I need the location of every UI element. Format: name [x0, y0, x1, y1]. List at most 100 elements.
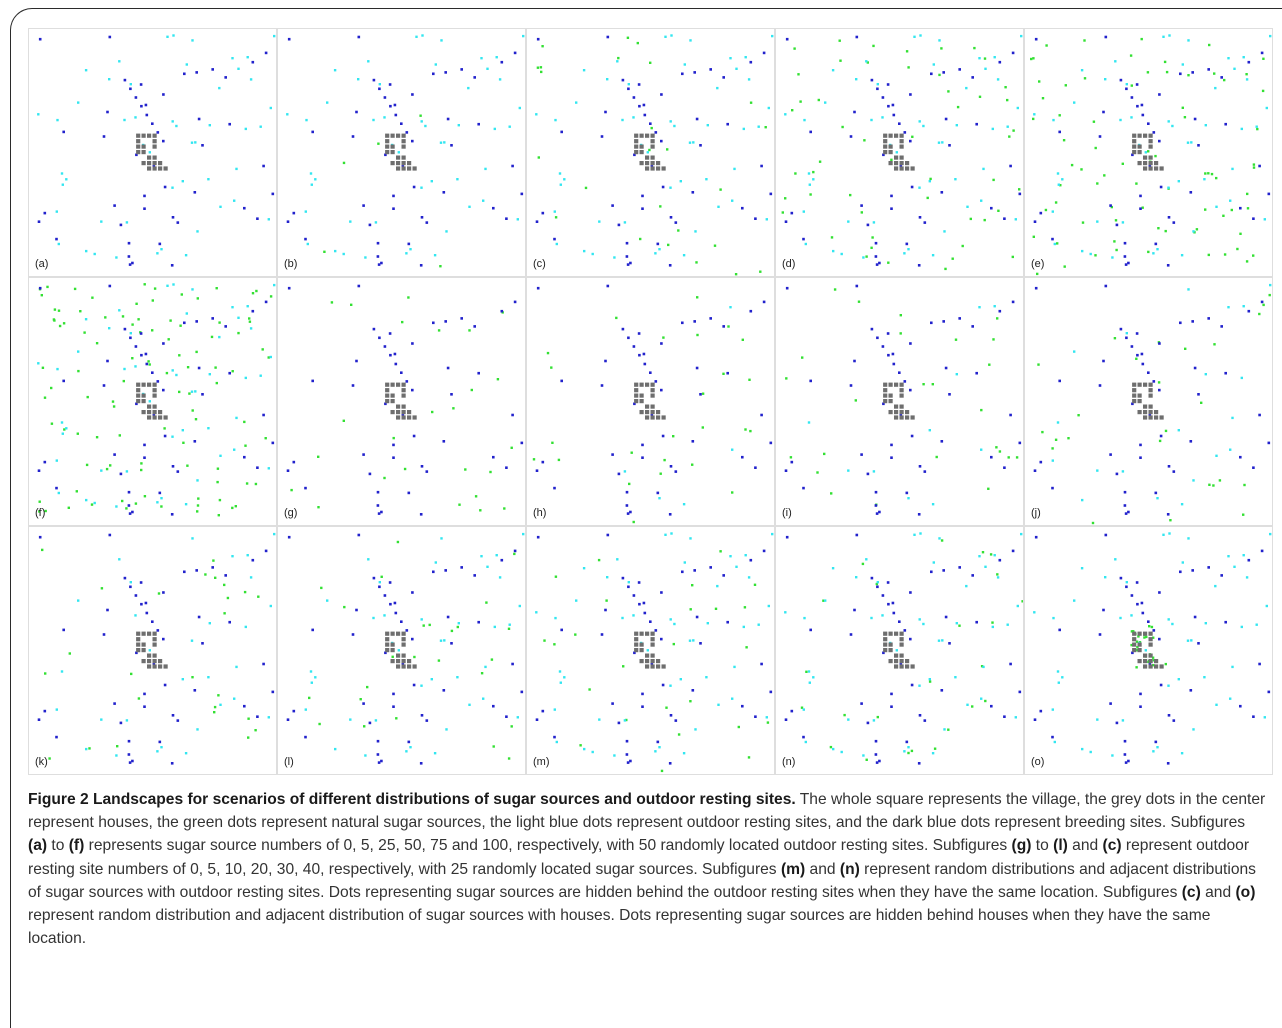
breeding-site-dot [627, 336, 630, 340]
breeding-site-dot [611, 204, 614, 207]
resting-site-dot [966, 205, 969, 208]
breeding-site-dot [1179, 72, 1182, 76]
sugar-source-dot [871, 236, 874, 239]
breeding-site-dot [292, 211, 296, 215]
sugar-source-dot [743, 606, 747, 609]
breeding-site-dot [1166, 264, 1170, 267]
house-dot [407, 410, 412, 415]
house-dot [888, 631, 893, 636]
breeding-site-dot [1258, 164, 1261, 168]
house-dot [888, 399, 893, 404]
breeding-site-dot [145, 611, 149, 615]
sugar-source-dot [551, 441, 554, 444]
sugar-source-dot [865, 758, 868, 761]
sugar-source-dot [290, 488, 293, 492]
sugar-source-dot [121, 315, 125, 318]
resting-site-dot [267, 716, 270, 719]
breeding-site-dot [656, 242, 660, 246]
breeding-site-dot [535, 220, 539, 223]
sugar-source-dot [910, 749, 914, 753]
panel-label: (e) [1031, 258, 1045, 270]
breeding-site-dot [553, 486, 556, 490]
resting-site-dot [100, 718, 103, 721]
house-dot [158, 410, 163, 415]
breeding-site-dot [790, 709, 794, 713]
sugar-source-dot [1164, 662, 1167, 666]
breeding-site-dot [785, 535, 789, 539]
house-dot [1154, 415, 1159, 420]
breeding-site-dot [876, 336, 879, 340]
resting-site-dot [591, 750, 594, 754]
resting-site-dot [895, 649, 898, 652]
breeding-site-dot [228, 122, 231, 126]
sugar-source-dot [1223, 253, 1227, 256]
breeding-site-dot [909, 637, 912, 641]
breeding-site-dot [1124, 263, 1128, 266]
breeding-site-dot [741, 206, 744, 210]
resting-site-dot [457, 622, 460, 625]
sugar-source-dot [805, 670, 808, 673]
resting-site-dot [840, 750, 843, 754]
house-dot [1143, 161, 1148, 166]
breeding-site-dot [393, 103, 397, 107]
house-dot [656, 664, 661, 669]
resting-site-dot [903, 252, 906, 255]
resting-site-dot [918, 618, 921, 621]
breeding-site-dot [918, 465, 922, 468]
resting-site-dot [664, 533, 667, 536]
house-dot [1137, 648, 1142, 653]
sugar-source-dot [437, 329, 441, 332]
breeding-site-dot [1152, 380, 1156, 383]
sugar-source-dot [73, 287, 77, 291]
resting-site-dot [606, 78, 609, 81]
resting-site-dot [191, 39, 194, 42]
breeding-site-dot [990, 704, 993, 708]
sugar-source-dot [157, 592, 161, 595]
house-dot [883, 388, 888, 393]
resting-site-dot [1186, 639, 1190, 642]
house-dot [888, 648, 893, 653]
resting-site-dot [84, 69, 88, 72]
resting-site-dot [688, 639, 692, 642]
breeding-site-dot [38, 286, 42, 290]
resting-site-dot [420, 618, 423, 621]
breeding-site-dot [898, 371, 901, 374]
breeding-site-dot [917, 513, 921, 516]
resting-site-dot [931, 752, 935, 755]
breeding-site-dot [460, 317, 463, 320]
resting-site-dot [575, 599, 578, 602]
resting-site-dot [60, 421, 64, 424]
landscape-panel: (c) [526, 28, 775, 277]
resting-site-dot [765, 218, 768, 221]
breeding-site-dot [890, 705, 893, 708]
breeding-site-dot [881, 96, 885, 99]
house-dot [645, 410, 650, 415]
breeding-site-dot [875, 512, 879, 515]
resting-site-dot [943, 728, 946, 731]
caption-ref: (f) [68, 837, 85, 855]
caption-text: to [47, 837, 69, 855]
resting-site-dot [326, 101, 329, 104]
breeding-site-dot [998, 60, 1002, 64]
resting-site-dot [244, 127, 247, 131]
resting-site-dot [881, 116, 884, 119]
breeding-site-dot [1098, 384, 1102, 387]
resting-site-dot [85, 498, 88, 502]
sugar-source-dot [254, 729, 257, 732]
breeding-site-dot [171, 216, 175, 219]
breeding-site-dot [113, 204, 116, 207]
resting-site-dot [129, 332, 132, 335]
landscape-panel: (l) [277, 526, 526, 775]
resting-site-dot [802, 210, 805, 213]
breeding-site-dot [473, 325, 476, 328]
breeding-site-dot [632, 345, 636, 348]
sugar-source-dot [907, 751, 910, 755]
breeding-site-dot [144, 601, 148, 605]
sugar-source-dot [485, 601, 488, 604]
resting-site-dot [434, 561, 437, 564]
sugar-source-dot [876, 715, 879, 719]
breeding-site-dot [38, 535, 42, 539]
resting-site-dot [729, 306, 732, 309]
resting-site-dot [978, 306, 981, 309]
breeding-site-dot [127, 490, 131, 494]
